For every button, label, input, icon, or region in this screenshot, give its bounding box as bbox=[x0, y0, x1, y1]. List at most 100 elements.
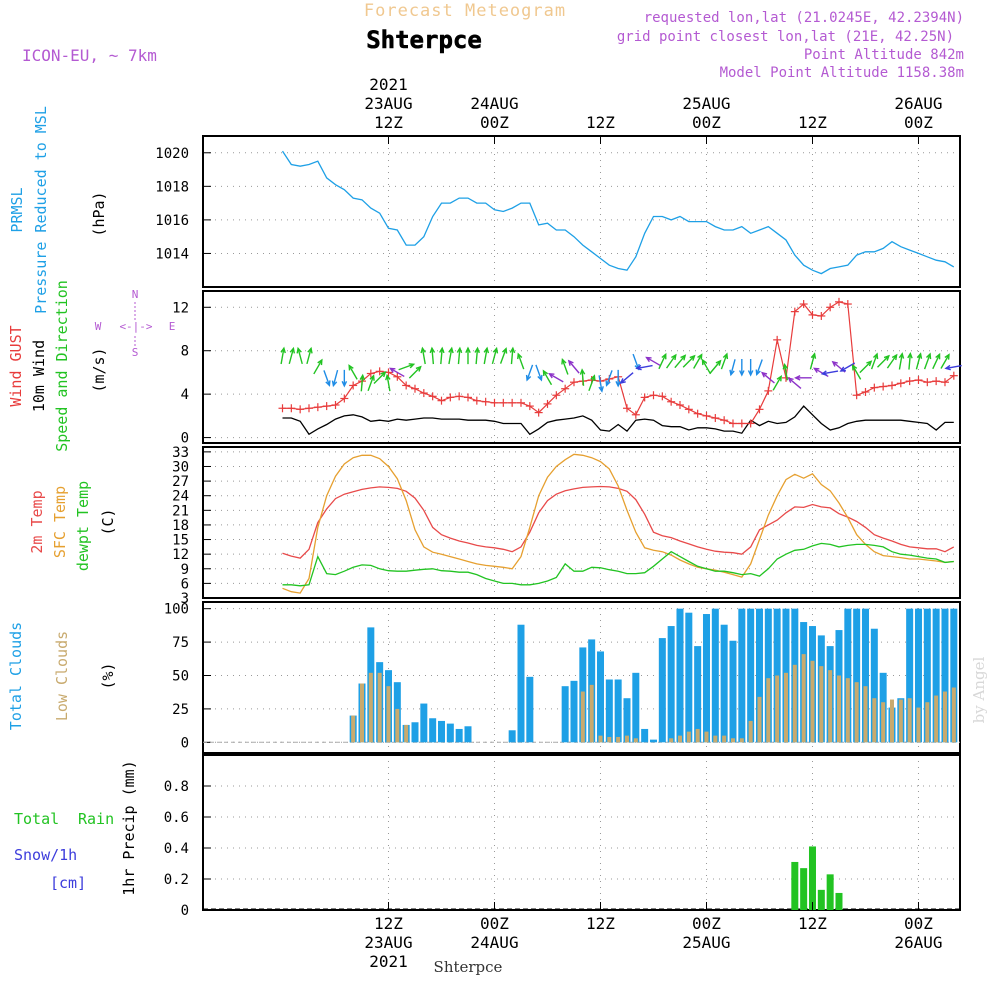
wind-arrow-head bbox=[542, 369, 549, 376]
gust-marker bbox=[879, 382, 888, 391]
wind-arrow bbox=[408, 365, 422, 379]
wind-arrow bbox=[747, 359, 754, 377]
wind-arrow-shaft bbox=[908, 353, 912, 370]
gust-marker bbox=[932, 377, 941, 386]
wind-arrow-shaft bbox=[561, 359, 569, 375]
wind-arrow-head bbox=[794, 375, 801, 381]
total-cloud-bar bbox=[437, 720, 445, 743]
compass-e: E bbox=[169, 320, 176, 333]
wind-arrow-head bbox=[776, 374, 782, 382]
wind-arrow-shaft bbox=[332, 369, 339, 386]
low-cloud-bar bbox=[395, 708, 400, 743]
wind-arrow-shaft bbox=[632, 353, 640, 370]
wind-unit: (m/s) bbox=[90, 347, 108, 392]
wind-arrow-shaft bbox=[491, 348, 498, 365]
panel-frame bbox=[202, 290, 961, 444]
total-cloud-bar bbox=[446, 723, 454, 743]
point-altitude: Point Altitude 842m bbox=[804, 47, 964, 63]
wind-arrow bbox=[456, 346, 463, 365]
gust-marker bbox=[340, 394, 349, 403]
wind-arrow-head bbox=[839, 366, 846, 372]
low-cloud-bar bbox=[695, 728, 700, 743]
gust-marker bbox=[366, 369, 375, 378]
gust-marker bbox=[569, 378, 578, 387]
wind-arrow-head bbox=[944, 353, 950, 360]
wind-arrow bbox=[851, 364, 862, 380]
gust-marker bbox=[393, 372, 402, 381]
low-cloud-bar bbox=[942, 691, 947, 743]
gust-marker bbox=[914, 376, 923, 385]
wind-arrow-shaft bbox=[542, 370, 553, 386]
wind-arrow-head bbox=[722, 352, 729, 360]
time-label-top: 00Z bbox=[480, 113, 509, 132]
wind-arrow-shaft bbox=[870, 353, 878, 370]
wind-arrow bbox=[535, 364, 543, 382]
wind-arrow bbox=[782, 362, 789, 381]
gust-marker bbox=[622, 404, 631, 413]
wind-arrow bbox=[341, 369, 348, 388]
gust-marker bbox=[463, 393, 472, 402]
watermark: by Angel bbox=[970, 656, 988, 723]
low-cloud-bar bbox=[677, 735, 682, 743]
gust-marker bbox=[843, 300, 852, 309]
time-label-top: 2021 bbox=[369, 75, 408, 94]
time-label-bottom: 12Z bbox=[374, 914, 403, 933]
y-tick-label: 0.4 bbox=[164, 841, 189, 857]
time-label-bottom: 00Z bbox=[480, 914, 509, 933]
low-cloud-bar bbox=[951, 687, 956, 743]
gust-marker bbox=[808, 310, 817, 319]
y-tick-label: 4 bbox=[181, 387, 189, 403]
wind-arrow bbox=[588, 374, 596, 392]
pressure-line bbox=[281, 150, 955, 275]
wind-arrow bbox=[359, 373, 366, 392]
wind-arrow-head bbox=[787, 377, 794, 383]
wind-arrow-shaft bbox=[373, 371, 386, 385]
location-title: Shterpce bbox=[366, 26, 482, 54]
wind-arrow-shaft bbox=[822, 370, 839, 375]
wind-arrow bbox=[331, 369, 339, 388]
compass-rose: N W <-|-> E S bbox=[95, 288, 176, 359]
wind-arrow bbox=[509, 346, 516, 365]
time-label-bottom: 00Z bbox=[692, 914, 721, 933]
time-label-top: 23AUG bbox=[364, 94, 412, 113]
wind-arrow-head bbox=[331, 380, 338, 388]
wind-arrow bbox=[839, 362, 856, 372]
gust-marker bbox=[304, 404, 313, 413]
wind-arrow-head bbox=[280, 346, 286, 354]
y-tick-label: 50 bbox=[172, 668, 189, 684]
total-cloud-bar bbox=[623, 698, 631, 743]
gust-marker bbox=[490, 398, 499, 407]
wind-arrow-head bbox=[872, 352, 879, 360]
total-cloud-bar bbox=[702, 614, 710, 743]
low-cloud-bar bbox=[916, 707, 921, 743]
low-cloud-bar bbox=[881, 702, 886, 743]
gust-marker bbox=[419, 389, 428, 398]
y-tick-label: 21 bbox=[172, 503, 189, 519]
wind-arrow bbox=[619, 372, 634, 385]
rain-bar bbox=[817, 889, 825, 910]
wind-arrow bbox=[701, 358, 712, 375]
y-tick-label: 33 bbox=[172, 445, 189, 461]
low-cloud-bar bbox=[368, 672, 373, 743]
total-cloud-bar bbox=[632, 672, 640, 743]
total-cloud-bar bbox=[641, 728, 649, 743]
wind-arrow-head bbox=[465, 346, 471, 353]
wind-arrow-head bbox=[760, 371, 768, 378]
total-cloud-bar bbox=[861, 608, 869, 743]
gust-marker bbox=[737, 419, 746, 428]
gust-marker bbox=[543, 399, 552, 408]
wind-arrow bbox=[474, 346, 480, 365]
wind-arrow bbox=[915, 352, 923, 370]
wind-arrow-shaft bbox=[646, 356, 661, 367]
wind-arrow-head bbox=[429, 346, 436, 354]
low-cloud-bar bbox=[730, 738, 735, 743]
total-cloud-bar bbox=[429, 718, 437, 743]
gust-marker bbox=[887, 381, 896, 390]
low-cloud-bar bbox=[836, 675, 841, 743]
wind-arrow-head bbox=[782, 362, 789, 370]
wind-arrow-shaft bbox=[367, 375, 375, 392]
wind-arrow-head bbox=[671, 353, 677, 361]
total-cloud-bar bbox=[764, 608, 772, 743]
gust-marker bbox=[287, 404, 296, 413]
total-cloud-bar bbox=[455, 728, 463, 743]
